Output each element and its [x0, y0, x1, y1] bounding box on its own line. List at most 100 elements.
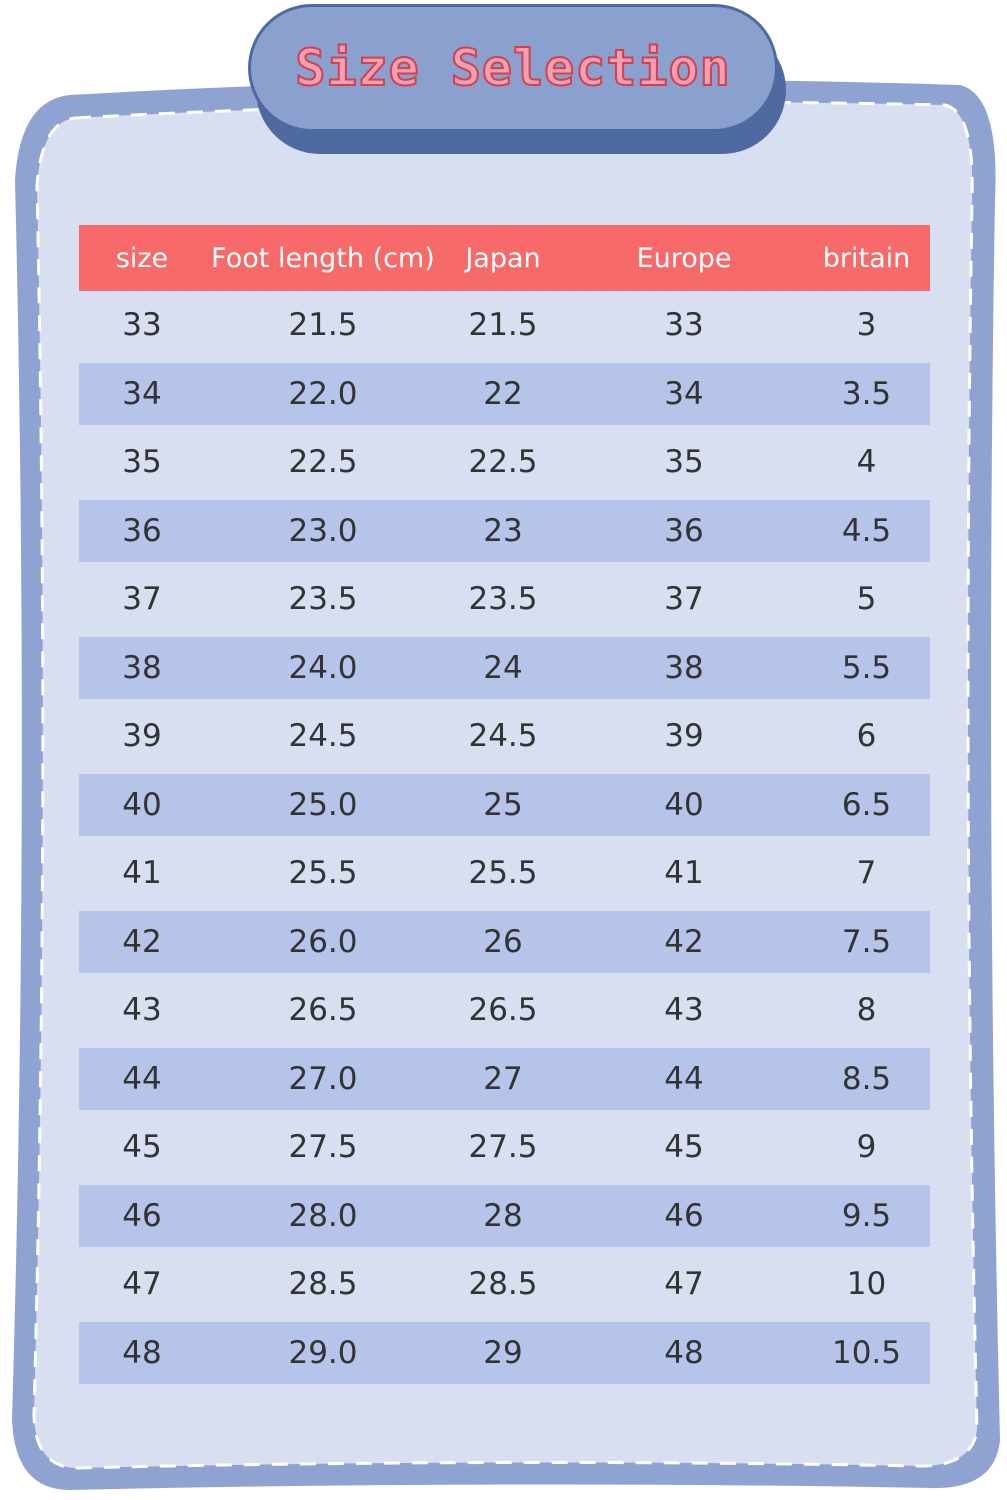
table-row: 38 24.0 24 38 5.5 — [79, 633, 930, 702]
cell-size: 34 — [79, 359, 205, 428]
table-row: 47 28.5 28.5 47 10 — [79, 1250, 930, 1319]
header-europe: Europe — [565, 225, 803, 291]
cell-foot-length: 26.5 — [288, 992, 358, 1029]
cell-size: 47 — [122, 1266, 162, 1303]
cell-size: 42 — [79, 907, 205, 976]
cell-europe: 35 — [664, 444, 704, 481]
cell-britain: 3 — [856, 307, 877, 344]
cell-europe: 37 — [664, 581, 704, 618]
cell-europe: 36 — [565, 496, 803, 565]
cell-foot-length: 27.5 — [288, 1129, 358, 1166]
table-header-row: size Foot length (cm) Japan Europe brita… — [79, 225, 930, 291]
cell-europe: 42 — [565, 907, 803, 976]
table-row: 37 23.5 23.5 37 5 — [79, 565, 930, 634]
cell-britain: 8 — [856, 992, 877, 1029]
cell-europe: 44 — [565, 1044, 803, 1113]
cell-britain: 3.5 — [803, 359, 930, 428]
cell-japan: 23 — [441, 496, 565, 565]
cell-europe: 41 — [664, 855, 704, 892]
table-row: 48 29.0 29 48 10.5 — [79, 1318, 930, 1387]
page-title: Size Selection — [294, 38, 731, 98]
cell-britain: 9.5 — [803, 1181, 930, 1250]
cell-europe: 48 — [565, 1318, 803, 1387]
cell-japan: 25.5 — [468, 855, 538, 892]
cell-foot-length: 23.5 — [288, 581, 358, 618]
cell-europe: 46 — [565, 1181, 803, 1250]
cell-japan: 22.5 — [468, 444, 538, 481]
table-row: 39 24.5 24.5 39 6 — [79, 702, 930, 771]
cell-japan: 28 — [441, 1181, 565, 1250]
cell-size: 39 — [122, 718, 162, 755]
cell-size: 37 — [122, 581, 162, 618]
cell-foot-length: 29.0 — [205, 1318, 441, 1387]
cell-foot-length: 24.5 — [288, 718, 358, 755]
table-row: 41 25.5 25.5 41 7 — [79, 839, 930, 908]
cell-foot-length: 25.5 — [288, 855, 358, 892]
cell-foot-length: 28.5 — [288, 1266, 358, 1303]
cell-foot-length: 22.5 — [288, 444, 358, 481]
cell-japan: 27.5 — [468, 1129, 538, 1166]
cell-japan: 23.5 — [468, 581, 538, 618]
cell-japan: 27 — [441, 1044, 565, 1113]
cell-japan: 24 — [441, 633, 565, 702]
cell-japan: 24.5 — [468, 718, 538, 755]
cell-foot-length: 21.5 — [288, 307, 358, 344]
cell-europe: 40 — [565, 770, 803, 839]
cell-japan: 21.5 — [468, 307, 538, 344]
cell-size: 33 — [122, 307, 162, 344]
cell-japan: 26 — [441, 907, 565, 976]
table-row: 36 23.0 23 36 4.5 — [79, 496, 930, 565]
cell-britain: 10 — [846, 1266, 887, 1303]
cell-europe: 38 — [565, 633, 803, 702]
title-banner: Size Selection — [248, 4, 778, 132]
table-row: 46 28.0 28 46 9.5 — [79, 1181, 930, 1250]
cell-europe: 47 — [664, 1266, 704, 1303]
cell-europe: 34 — [565, 359, 803, 428]
cell-britain: 6 — [856, 718, 877, 755]
table-row: 40 25.0 25 40 6.5 — [79, 770, 930, 839]
cell-europe: 43 — [664, 992, 704, 1029]
cell-size: 46 — [79, 1181, 205, 1250]
cell-britain: 7.5 — [803, 907, 930, 976]
header-size: size — [79, 225, 205, 291]
cell-foot-length: 23.0 — [205, 496, 441, 565]
cell-europe: 45 — [664, 1129, 704, 1166]
cell-foot-length: 27.0 — [205, 1044, 441, 1113]
cell-size: 41 — [122, 855, 162, 892]
cell-britain: 5.5 — [803, 633, 930, 702]
cell-britain: 9 — [856, 1129, 877, 1166]
cell-britain: 7 — [856, 855, 877, 892]
table-row: 33 21.5 21.5 33 3 — [79, 291, 930, 360]
cell-japan: 29 — [441, 1318, 565, 1387]
cell-size: 38 — [79, 633, 205, 702]
cell-japan: 26.5 — [468, 992, 538, 1029]
cell-size: 45 — [122, 1129, 162, 1166]
cell-foot-length: 22.0 — [205, 359, 441, 428]
header-japan: Japan — [441, 225, 565, 291]
cell-size: 43 — [122, 992, 162, 1029]
cell-britain: 4 — [856, 444, 877, 481]
header-foot-length: Foot length (cm) — [205, 225, 441, 291]
table-row: 44 27.0 27 44 8.5 — [79, 1044, 930, 1113]
table-row: 42 26.0 26 42 7.5 — [79, 907, 930, 976]
cell-britain: 8.5 — [803, 1044, 930, 1113]
cell-britain: 6.5 — [803, 770, 930, 839]
cell-size: 36 — [79, 496, 205, 565]
cell-foot-length: 24.0 — [205, 633, 441, 702]
cell-britain: 4.5 — [803, 496, 930, 565]
header-britain: britain — [803, 225, 930, 291]
cell-britain: 10.5 — [803, 1318, 930, 1387]
size-table: size Foot length (cm) Japan Europe brita… — [79, 225, 930, 1387]
table-row: 43 26.5 26.5 43 8 — [79, 976, 930, 1045]
cell-size: 44 — [79, 1044, 205, 1113]
cell-japan: 25 — [441, 770, 565, 839]
cell-size: 35 — [122, 444, 162, 481]
cell-foot-length: 25.0 — [205, 770, 441, 839]
cell-foot-length: 26.0 — [205, 907, 441, 976]
table-row: 34 22.0 22 34 3.5 — [79, 359, 930, 428]
cell-europe: 33 — [664, 307, 704, 344]
table-row: 45 27.5 27.5 45 9 — [79, 1113, 930, 1182]
cell-britain: 5 — [856, 581, 877, 618]
cell-size: 40 — [79, 770, 205, 839]
cell-japan: 22 — [441, 359, 565, 428]
